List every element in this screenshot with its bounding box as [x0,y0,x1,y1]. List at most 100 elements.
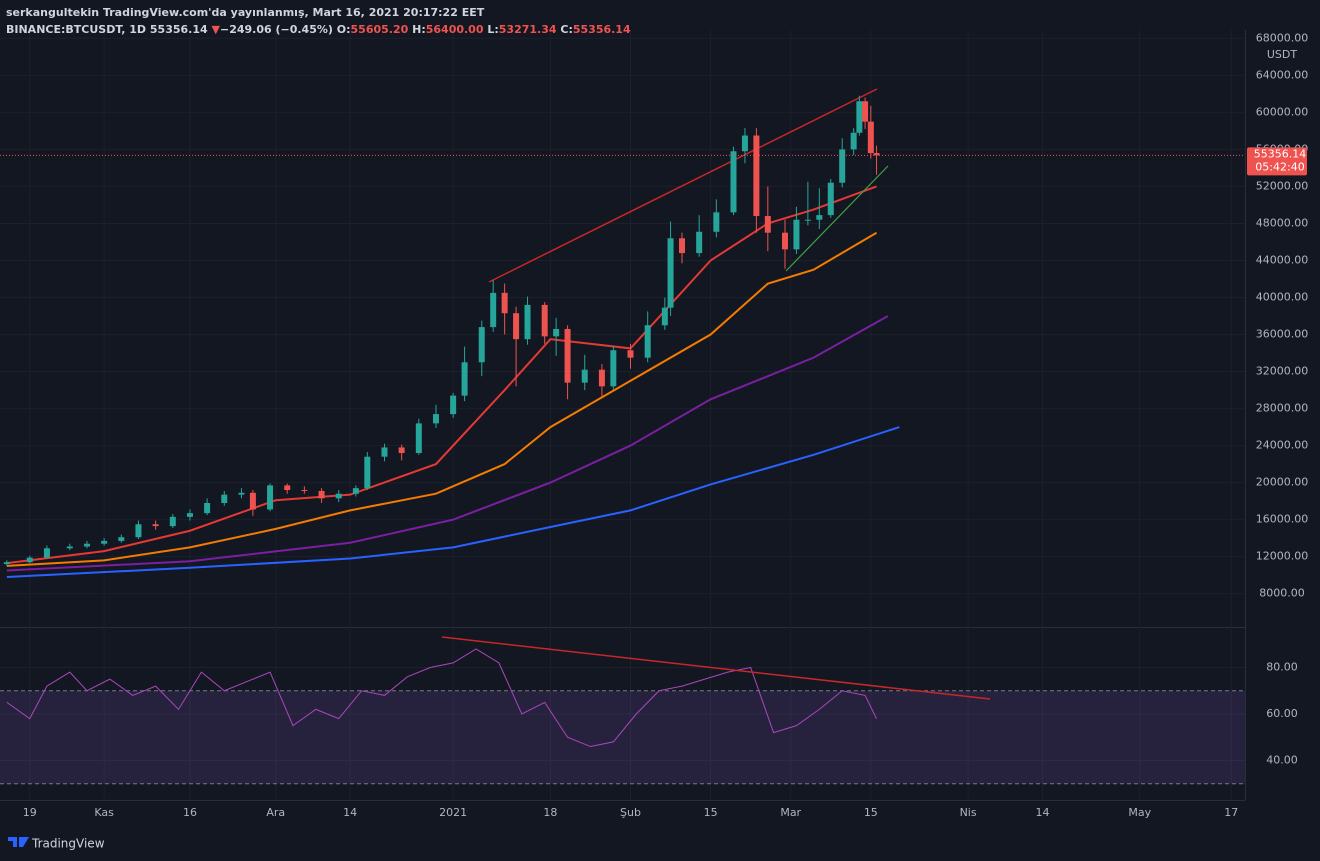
brand-logo [8,837,29,847]
candle-body [318,490,325,499]
x-tick-label: 2021 [439,806,467,819]
y-tick-label: 40000.00 [1256,290,1309,303]
candle-body [364,456,371,489]
candle-body [118,537,125,541]
candle-body [713,212,720,232]
candle-body [867,121,874,154]
candle-body [301,490,308,492]
axes: 19 Kas 16 Ara 14 2021 18 Şub 15 Mar 15 Nis 14 May 17 80… [0,31,1308,819]
open: 55605.20 [350,23,409,36]
candle-body [267,485,274,510]
y-tick-label: 24000.00 [1256,439,1309,452]
candle-body [43,548,50,558]
grid [0,30,1245,800]
y-tick-label: 68000.00 [1256,31,1309,44]
candle-body [101,540,108,544]
rsi-trend-line [441,636,991,700]
change: −249.06 (−0.45%) [219,23,333,36]
arrow: ▼ [211,23,220,36]
candle-body [696,231,703,254]
candle-body [856,101,863,133]
candle-body [741,135,748,152]
x-tick-label: 14 [343,806,357,819]
y-tick-label: 60000.00 [1256,105,1309,118]
x-tick-label: 18 [543,806,557,819]
symbol: BINANCE:BTCUSDT, 1D [6,23,147,36]
logo-icon [8,837,29,847]
moving-average [6,231,878,567]
candle-body [135,524,142,538]
candle-body [610,350,617,387]
candle-body [541,304,548,337]
x-tick-label: Kas [94,806,114,819]
moving-average [6,426,900,579]
y-tick-label: 32000.00 [1256,365,1309,378]
brand: TradingView [31,837,105,851]
candle-body [415,423,422,453]
candle-body [461,362,468,396]
y-tick-label: 60.00 [1266,707,1298,720]
candle-body [667,238,674,308]
y-tick-label: 12000.00 [1256,550,1309,563]
publisher: serkangultekin TradingView.com'da yayınl… [6,6,485,19]
x-tick-label: 15 [704,806,718,819]
c-label: C: [560,23,573,36]
l-label: L: [487,23,499,36]
candle-body [26,557,33,563]
candles [3,95,880,566]
candle-body [432,414,439,424]
x-tick-label: 15 [864,806,878,819]
symbol-line: BINANCE:BTCUSDT, 1D 55356.14 ▼−249.06 (−… [6,21,631,38]
candle-body [804,219,811,221]
y-tick-label: 80.00 [1266,661,1298,674]
rsi-pane [0,648,1245,785]
candle-body [753,135,760,217]
x-tick-label: 14 [1035,806,1049,819]
x-tick-label: Şub [620,806,641,819]
candle-body [398,447,405,453]
candle-body [873,153,880,156]
x-tick-label: 19 [23,806,37,819]
candle-body [679,238,686,254]
candle-body [524,304,531,340]
candle-body [553,328,560,337]
candle-body [781,232,788,250]
rsi-band [0,690,1245,784]
candle-body [83,543,90,547]
candle-body [478,327,485,363]
candle-body [581,369,588,383]
h-label: H: [412,23,426,36]
candle-body [627,350,634,358]
y-tick-label: 16000.00 [1256,513,1309,526]
candle-body [352,488,359,494]
candle-body [221,494,228,503]
o-label: O: [336,23,351,36]
moving-average [6,315,889,572]
x-tick-label: May [1128,806,1151,819]
countdown: 05:42:40 [1255,160,1304,173]
candle-body [249,492,256,510]
currency: USDT [1267,48,1298,61]
low: 53271.34 [498,23,557,36]
candle-body [598,369,605,387]
y-tick-label: 28000.00 [1256,402,1309,415]
moving-averages [6,185,900,579]
rsi-line [6,648,877,748]
price-label: 55356.14 [1254,147,1307,160]
candle-body [381,447,388,457]
y-tick-label: 36000.00 [1256,328,1309,341]
support-line [785,165,889,272]
candle-body [501,292,508,314]
candle-body [3,562,10,565]
y-tick-label: 44000.00 [1256,253,1309,266]
candle-body [850,132,857,150]
y-tick-label: 40.00 [1266,753,1298,766]
candle-body [204,502,211,514]
candle-body [284,485,291,491]
header: serkangultekin TradingView.com'da yayınl… [6,4,631,38]
candle-body [661,307,668,326]
close: 55356.14 [572,23,631,36]
candle-body [169,516,176,527]
candle-body [450,395,457,415]
